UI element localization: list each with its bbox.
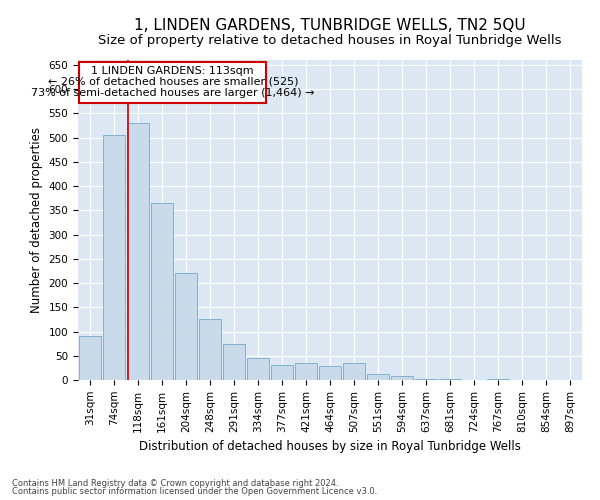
Bar bbox=[487, 379, 509, 380]
Bar bbox=[247, 358, 269, 380]
Bar bbox=[79, 336, 101, 380]
Bar bbox=[199, 320, 221, 380]
Bar bbox=[343, 363, 365, 380]
Bar bbox=[391, 376, 413, 380]
Bar bbox=[439, 378, 461, 380]
Bar bbox=[415, 378, 437, 380]
Text: 73% of semi-detached houses are larger (1,464) →: 73% of semi-detached houses are larger (… bbox=[31, 88, 314, 98]
X-axis label: Distribution of detached houses by size in Royal Tunbridge Wells: Distribution of detached houses by size … bbox=[139, 440, 521, 453]
Bar bbox=[103, 135, 125, 380]
Bar bbox=[367, 374, 389, 380]
Text: Size of property relative to detached houses in Royal Tunbridge Wells: Size of property relative to detached ho… bbox=[98, 34, 562, 47]
Bar bbox=[319, 366, 341, 380]
Bar bbox=[271, 366, 293, 380]
Text: Contains HM Land Registry data © Crown copyright and database right 2024.: Contains HM Land Registry data © Crown c… bbox=[12, 478, 338, 488]
Bar bbox=[175, 274, 197, 380]
Bar bbox=[223, 344, 245, 380]
Y-axis label: Number of detached properties: Number of detached properties bbox=[30, 127, 43, 313]
Text: Contains public sector information licensed under the Open Government Licence v3: Contains public sector information licen… bbox=[12, 487, 377, 496]
Bar bbox=[127, 123, 149, 380]
Text: 1, LINDEN GARDENS, TUNBRIDGE WELLS, TN2 5QU: 1, LINDEN GARDENS, TUNBRIDGE WELLS, TN2 … bbox=[134, 18, 526, 32]
FancyBboxPatch shape bbox=[79, 62, 266, 102]
Text: ← 26% of detached houses are smaller (525): ← 26% of detached houses are smaller (52… bbox=[47, 77, 298, 87]
Bar bbox=[295, 363, 317, 380]
Bar bbox=[151, 203, 173, 380]
Text: 1 LINDEN GARDENS: 113sqm: 1 LINDEN GARDENS: 113sqm bbox=[91, 66, 254, 76]
